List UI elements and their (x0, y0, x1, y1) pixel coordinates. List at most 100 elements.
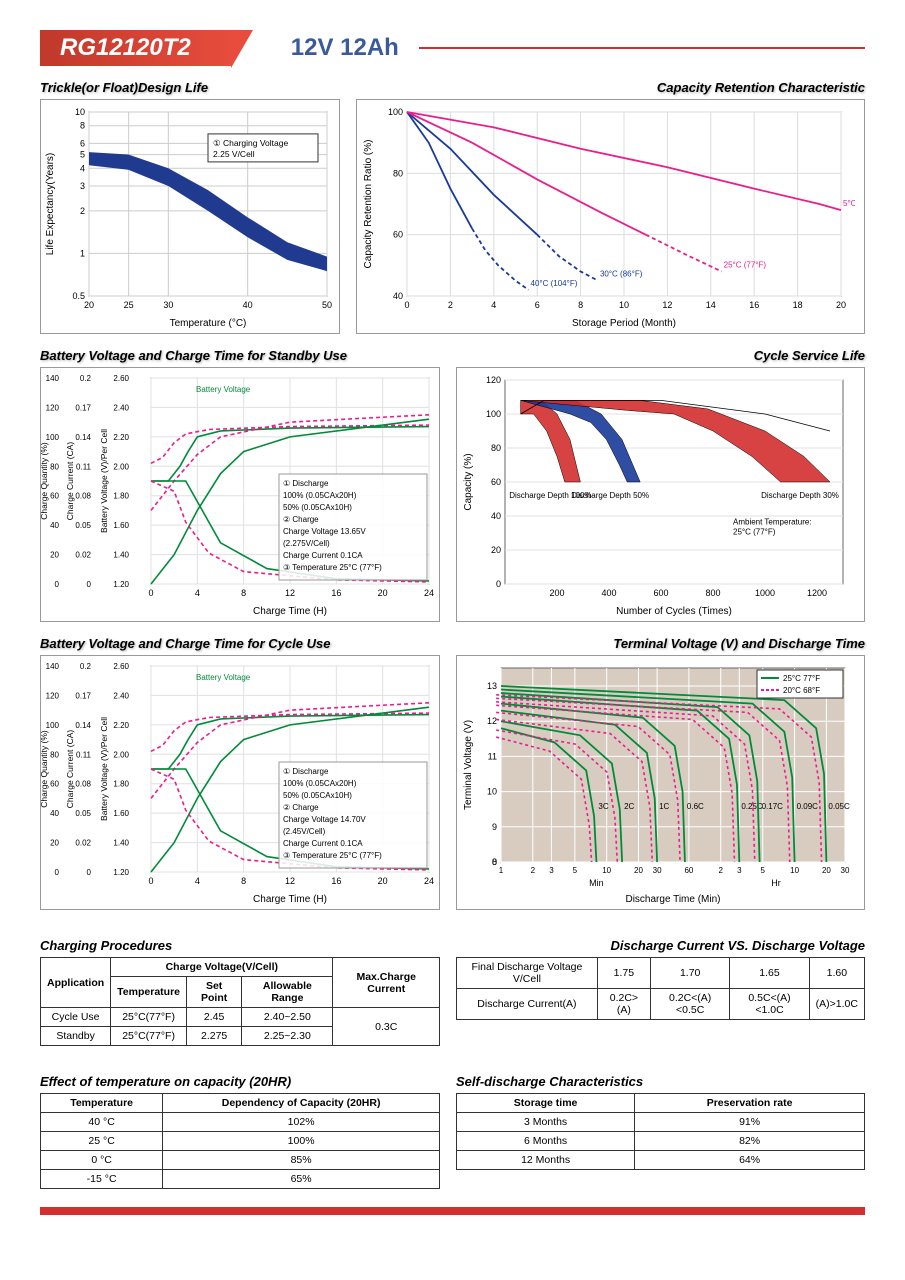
svg-text:60: 60 (393, 230, 403, 240)
svg-text:4: 4 (195, 588, 200, 598)
svg-text:100: 100 (486, 409, 501, 419)
svg-text:5°C (41°F): 5°C (41°F) (843, 199, 855, 208)
svg-text:0: 0 (87, 868, 92, 877)
header-rule (419, 47, 865, 49)
svg-text:Temperature (°C): Temperature (°C) (170, 318, 247, 329)
svg-text:40°C (104°F): 40°C (104°F) (531, 279, 578, 288)
svg-text:800: 800 (705, 588, 720, 598)
svg-text:18: 18 (793, 300, 803, 310)
svg-text:8: 8 (80, 121, 85, 131)
svg-text:10: 10 (602, 866, 611, 875)
svg-text:Charge Current (CA): Charge Current (CA) (65, 442, 75, 521)
svg-text:Life Expectancy(Years): Life Expectancy(Years) (45, 153, 56, 255)
svg-text:12: 12 (285, 588, 295, 598)
footer-rule (40, 1207, 865, 1215)
svg-text:0: 0 (496, 579, 501, 589)
svg-text:20: 20 (50, 839, 59, 848)
svg-text:1: 1 (499, 866, 504, 875)
svg-text:1.80: 1.80 (113, 492, 129, 501)
cell: 0.2C>(A) (597, 989, 650, 1020)
svg-text:0.14: 0.14 (75, 721, 91, 730)
svg-text:20°C 68°F: 20°C 68°F (783, 686, 820, 695)
cell: 1.70 (650, 958, 729, 989)
svg-text:Storage Period (Month): Storage Period (Month) (572, 318, 676, 329)
svg-text:0.02: 0.02 (75, 551, 91, 560)
svg-text:24: 24 (424, 588, 434, 598)
cell: 25°C(77°F) (111, 1027, 187, 1046)
svg-text:Charge Quantity (%): Charge Quantity (%) (41, 442, 49, 520)
svg-text:25°C 77°F: 25°C 77°F (783, 674, 820, 683)
svg-text:2: 2 (448, 300, 453, 310)
cell: 1.60 (809, 958, 864, 989)
svg-text:5: 5 (761, 866, 766, 875)
svg-text:3C: 3C (598, 802, 608, 811)
svg-text:50: 50 (322, 300, 332, 310)
svg-text:Charge Current 0.1CA: Charge Current 0.1CA (283, 551, 363, 560)
cell: 2.275 (187, 1027, 242, 1046)
svg-text:10: 10 (619, 300, 629, 310)
svg-text:8: 8 (241, 876, 246, 886)
svg-text:30°C (86°F): 30°C (86°F) (600, 270, 643, 279)
svg-text:100: 100 (388, 107, 403, 117)
table4-title: Self-discharge Characteristics (456, 1074, 865, 1089)
svg-text:1.60: 1.60 (113, 521, 129, 530)
svg-text:30: 30 (841, 866, 850, 875)
svg-text:0.14: 0.14 (75, 433, 91, 442)
cell: Standby (41, 1027, 111, 1046)
cell: 1.75 (597, 958, 650, 989)
chart4-title: Cycle Service Life (456, 348, 865, 363)
svg-text:11: 11 (488, 751, 497, 761)
svg-text:Battery Voltage: Battery Voltage (196, 673, 251, 682)
svg-text:Min: Min (589, 878, 604, 888)
svg-text:0: 0 (148, 588, 153, 598)
svg-text:Charge Current 0.1CA: Charge Current 0.1CA (283, 839, 363, 848)
cell: 0.5C<(A)<1.0C (730, 989, 809, 1020)
svg-text:60: 60 (491, 477, 501, 487)
svg-text:80: 80 (50, 750, 59, 759)
svg-text:Battery Voltage (V)/Per Cell: Battery Voltage (V)/Per Cell (99, 429, 109, 533)
self-discharge-table: Storage timePreservation rate3 Months91%… (456, 1093, 865, 1170)
svg-text:3: 3 (737, 866, 742, 875)
svg-text:① Discharge: ① Discharge (283, 767, 329, 776)
cell: 0.2C<(A)<0.5C (650, 989, 729, 1020)
svg-text:140: 140 (46, 662, 60, 671)
svg-text:1.20: 1.20 (113, 580, 129, 589)
svg-text:10: 10 (790, 866, 799, 875)
svg-text:120: 120 (46, 691, 60, 700)
svg-text:4: 4 (80, 163, 85, 173)
charging-procedures-table: Application Charge Voltage(V/Cell) Max.C… (40, 957, 440, 1046)
svg-text:① Discharge: ① Discharge (283, 479, 329, 488)
svg-text:1: 1 (80, 248, 85, 258)
svg-text:0.05: 0.05 (75, 809, 91, 818)
svg-text:80: 80 (50, 462, 59, 471)
svg-text:3: 3 (80, 181, 85, 191)
cell: Cycle Use (41, 1008, 111, 1027)
chart2: 4060801000246810121416182040°C (104°F)30… (356, 99, 865, 334)
svg-text:13: 13 (487, 681, 497, 691)
svg-text:20: 20 (822, 866, 831, 875)
svg-text:16: 16 (331, 876, 341, 886)
svg-text:8: 8 (492, 857, 497, 867)
svg-text:Discharge Depth 50%: Discharge Depth 50% (571, 491, 649, 500)
svg-text:1000: 1000 (755, 588, 775, 598)
svg-text:40: 40 (50, 809, 59, 818)
svg-text:5: 5 (573, 866, 578, 875)
svg-text:20: 20 (634, 866, 643, 875)
table3-title: Effect of temperature on capacity (20HR) (40, 1074, 440, 1089)
temperature-capacity-table: TemperatureDependency of Capacity (20HR)… (40, 1093, 440, 1189)
svg-text:0.09C: 0.09C (797, 802, 819, 811)
svg-text:0: 0 (404, 300, 409, 310)
svg-text:1200: 1200 (807, 588, 827, 598)
svg-text:40: 40 (243, 300, 253, 310)
svg-text:③ Temperature 25°C (77°F): ③ Temperature 25°C (77°F) (283, 851, 382, 860)
svg-text:1.40: 1.40 (113, 839, 129, 848)
svg-text:40: 40 (393, 291, 403, 301)
svg-text:(2.45V/Cell): (2.45V/Cell) (283, 827, 326, 836)
svg-text:Number of Cycles (Times): Number of Cycles (Times) (616, 606, 732, 617)
svg-text:50% (0.05CAx10H): 50% (0.05CAx10H) (283, 791, 352, 800)
svg-text:2: 2 (718, 866, 723, 875)
discharge-current-voltage-table: Final Discharge Voltage V/Cell 1.75 1.70… (456, 957, 865, 1020)
svg-text:120: 120 (46, 403, 60, 412)
page-header: RG12120T2 12V 12Ah (40, 30, 865, 66)
svg-text:0.17: 0.17 (75, 403, 91, 412)
